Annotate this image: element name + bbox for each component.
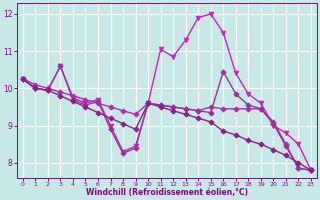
- X-axis label: Windchill (Refroidissement éolien,°C): Windchill (Refroidissement éolien,°C): [86, 188, 248, 197]
